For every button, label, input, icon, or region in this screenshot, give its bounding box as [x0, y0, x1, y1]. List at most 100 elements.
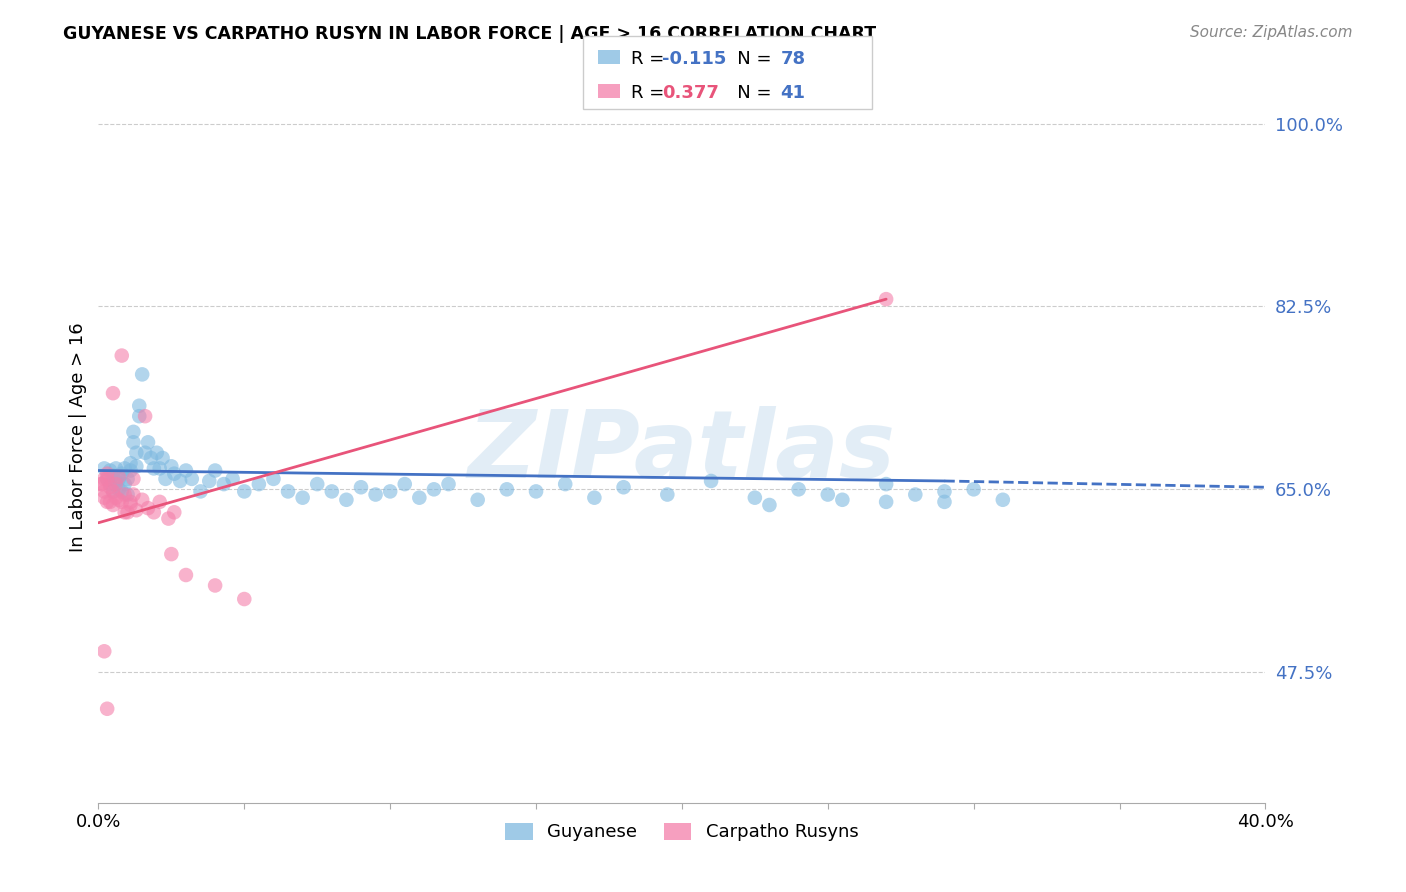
Point — [190, 484, 212, 499]
Point — [142, 461, 165, 475]
Text: R =: R = — [631, 84, 671, 102]
Point — [157, 511, 180, 525]
Point — [350, 480, 373, 494]
Text: N =: N = — [720, 50, 778, 68]
Point — [114, 487, 136, 501]
Point — [163, 467, 186, 481]
Point — [114, 505, 136, 519]
Point — [408, 491, 430, 505]
Point — [136, 501, 159, 516]
Point — [204, 578, 226, 592]
Point — [831, 492, 853, 507]
Point — [787, 483, 810, 497]
Point — [131, 492, 153, 507]
Point — [108, 470, 131, 484]
Point — [142, 505, 165, 519]
Point — [554, 477, 576, 491]
Point — [875, 292, 897, 306]
Text: 0.377: 0.377 — [662, 84, 718, 102]
Point — [991, 492, 1014, 507]
Point — [155, 472, 177, 486]
Point — [134, 446, 156, 460]
Point — [198, 474, 221, 488]
Point — [139, 450, 162, 465]
Point — [96, 467, 118, 481]
Point — [904, 487, 927, 501]
Point — [380, 484, 402, 499]
Point — [101, 484, 124, 499]
Point — [117, 487, 139, 501]
Text: N =: N = — [720, 84, 778, 102]
Point — [160, 547, 183, 561]
Point — [221, 472, 243, 486]
Point — [122, 425, 145, 439]
Point — [134, 409, 156, 424]
Point — [111, 349, 134, 363]
Point — [122, 487, 145, 501]
Point — [146, 446, 169, 460]
Point — [307, 477, 329, 491]
Text: R =: R = — [631, 50, 671, 68]
Point — [174, 463, 197, 477]
Point — [233, 484, 256, 499]
Point — [262, 472, 284, 486]
Point — [131, 368, 153, 382]
Point — [114, 461, 136, 475]
Point — [125, 503, 148, 517]
Point — [149, 495, 172, 509]
Point — [496, 483, 519, 497]
Point — [612, 480, 634, 494]
Point — [437, 477, 460, 491]
Point — [111, 467, 134, 481]
Point — [120, 495, 142, 509]
Point — [657, 487, 679, 501]
Point — [98, 463, 121, 477]
Point — [277, 484, 299, 499]
Point — [98, 480, 121, 494]
Point — [122, 435, 145, 450]
Point — [93, 491, 115, 505]
Text: ZIPatlas: ZIPatlas — [468, 406, 896, 498]
Point — [101, 468, 124, 483]
Point — [104, 477, 127, 491]
Point — [120, 498, 142, 512]
Text: 41: 41 — [780, 84, 806, 102]
Point — [128, 399, 150, 413]
Point — [101, 498, 124, 512]
Point — [467, 492, 489, 507]
Point — [149, 461, 172, 475]
Point — [233, 592, 256, 607]
Point — [125, 459, 148, 474]
Point — [934, 484, 956, 499]
Point — [875, 495, 897, 509]
Point — [291, 491, 314, 505]
Point — [122, 472, 145, 486]
Point — [108, 472, 131, 486]
Point — [744, 491, 766, 505]
Point — [524, 484, 547, 499]
Point — [204, 463, 226, 477]
Point — [934, 495, 956, 509]
Point — [128, 409, 150, 424]
Point — [180, 472, 202, 486]
Point — [101, 484, 124, 499]
Point — [98, 477, 121, 491]
Point — [321, 484, 343, 499]
Y-axis label: In Labor Force | Age > 16: In Labor Force | Age > 16 — [69, 322, 87, 552]
Point — [335, 492, 357, 507]
Point — [111, 495, 134, 509]
Point — [962, 483, 984, 497]
Point — [817, 487, 839, 501]
Point — [96, 472, 118, 486]
Point — [423, 483, 446, 497]
Point — [104, 474, 127, 488]
Point — [163, 505, 186, 519]
Point — [364, 487, 387, 501]
Point — [104, 461, 127, 475]
Point — [169, 474, 191, 488]
Point — [90, 477, 112, 491]
Point — [96, 702, 118, 716]
Point — [93, 461, 115, 475]
Legend: Guyanese, Carpatho Rusyns: Guyanese, Carpatho Rusyns — [498, 815, 866, 848]
Point — [174, 568, 197, 582]
